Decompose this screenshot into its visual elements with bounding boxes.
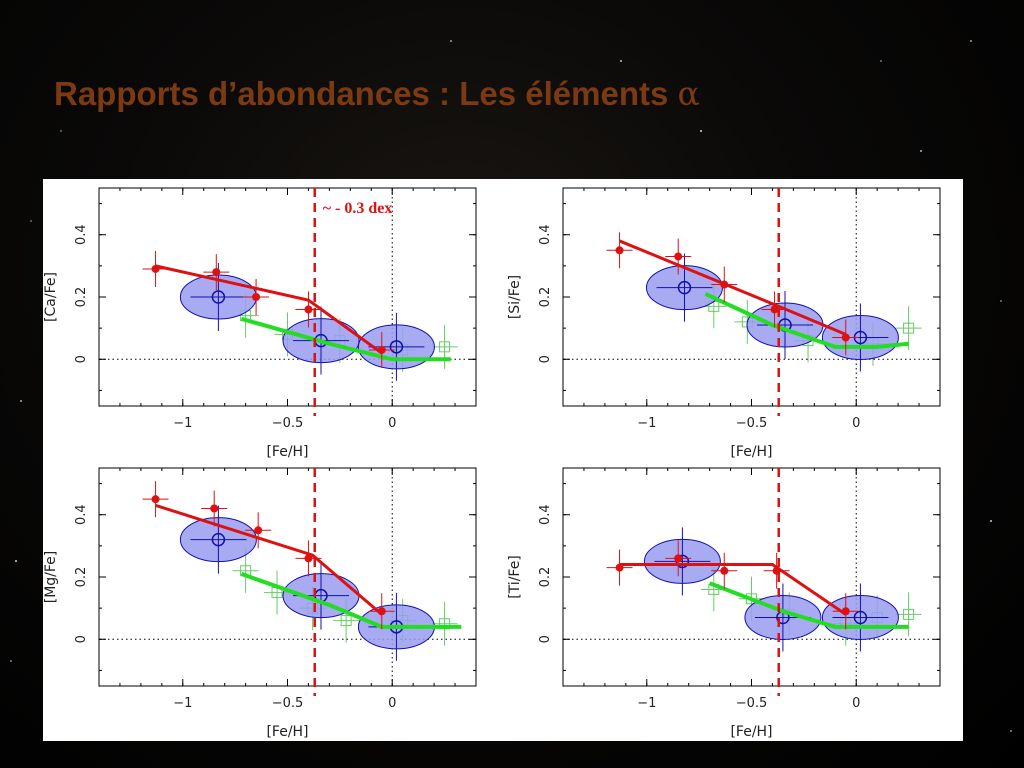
y-tick-label: 0: [538, 355, 553, 363]
slide-title: Rapports d’abondances : Les éléments α: [54, 74, 700, 113]
x-tick-label: −1: [637, 416, 656, 431]
x-axis-label: [Fe/H]: [730, 444, 772, 460]
red-trend-line: [619, 563, 847, 616]
y-tick-label: 0: [74, 355, 89, 363]
star: [990, 520, 992, 522]
red-point: [674, 252, 683, 261]
x-tick-label: 0: [852, 696, 860, 711]
star: [15, 560, 17, 562]
green-trend-line: [708, 581, 909, 629]
star: [10, 660, 12, 662]
y-tick-label: 0.2: [538, 567, 553, 588]
red-point: [674, 554, 683, 563]
plot-frame: [98, 187, 477, 407]
red-point: [841, 333, 850, 342]
star: [30, 220, 32, 222]
x-axis-label: [Fe/H]: [266, 444, 308, 460]
y-tick-label: 0.4: [74, 504, 89, 525]
star: [880, 60, 882, 62]
blue-circle-point: [211, 290, 226, 304]
red-point: [304, 554, 313, 563]
panel-1: −1 −0.5 0 0 0.2 0.4 [Fe/H] [Si/Fe]: [507, 187, 941, 460]
star: [1010, 730, 1012, 732]
y-tick-label: 0: [538, 635, 553, 643]
x-tick-label: 0: [852, 416, 860, 431]
star: [970, 40, 972, 42]
green-trend-line: [704, 292, 909, 349]
blue-circle-point: [853, 610, 868, 625]
red-point: [151, 495, 160, 504]
x-tick-label: −0.5: [272, 416, 304, 431]
x-tick-label: 0: [388, 416, 396, 431]
x-tick-label: −0.5: [736, 696, 768, 711]
panel-3: −1 −0.5 0 0 0.2 0.4 [Fe/H] [Ti/Fe]: [507, 467, 941, 740]
x-tick-label: −1: [637, 696, 656, 711]
y-axis-label: [Ca/Fe]: [43, 272, 59, 322]
slide-title-text: Rapports d’abondances : Les éléments: [54, 75, 669, 112]
x-axis-label: [Fe/H]: [730, 724, 772, 740]
y-tick-label: 0.2: [74, 287, 89, 308]
red-point: [254, 526, 263, 535]
star: [20, 400, 22, 402]
green-square-point: [903, 322, 915, 334]
red-trend-line: [155, 503, 383, 616]
star: [450, 40, 452, 42]
y-axis-label: [Si/Fe]: [507, 275, 523, 319]
plot-frame: [562, 187, 941, 407]
star: [1000, 300, 1002, 302]
red-point: [210, 504, 219, 513]
x-axis-label: [Fe/H]: [266, 724, 308, 740]
y-axis-label: [Ti/Fe]: [507, 555, 523, 599]
x-tick-label: −0.5: [736, 416, 768, 431]
blue-circle-point: [677, 280, 692, 295]
y-axis-label: [Mg/Fe]: [43, 551, 59, 604]
x-tick-label: −1: [173, 696, 192, 711]
red-point: [252, 293, 261, 301]
blue-circle-point: [389, 340, 404, 354]
abundance-figure: −1 −0.5 0 0 0.2 0.4 [Fe/H] [Ca/Fe] ~ - 0.3 dex −1…: [43, 179, 963, 741]
y-tick-label: 0.4: [538, 224, 553, 245]
x-tick-label: −0.5: [272, 696, 304, 711]
green-trend-line: [240, 316, 451, 362]
star: [60, 130, 62, 132]
red-trend-line: [155, 264, 383, 355]
abundance-plots-svg: −1 −0.5 000.20.4[Fe/H][Ca/Fe]~ - 0.3 dex−1…: [43, 187, 941, 740]
dex-annotation: ~ - 0.3 dex: [323, 200, 393, 217]
red-point: [770, 305, 779, 314]
panel-0: −1 −0.5 0 0 0.2 0.4 [Fe/H] [Ca/Fe] ~ - 0.3 dex: [43, 187, 477, 460]
star: [920, 150, 922, 152]
star: [700, 130, 702, 132]
y-tick-label: 0.2: [538, 287, 553, 308]
y-tick-label: 0.2: [74, 567, 89, 588]
y-tick-label: 0.4: [74, 224, 89, 245]
red-point: [212, 268, 221, 277]
x-tick-label: 0: [388, 696, 396, 711]
alpha-symbol: α: [677, 74, 700, 113]
green-square-point: [439, 341, 451, 353]
red-point: [720, 566, 729, 575]
x-tick-label: −1: [173, 416, 192, 431]
blue-circle-point: [211, 532, 226, 547]
green-square-point: [903, 608, 915, 620]
green-trend-line: [240, 572, 462, 629]
y-tick-label: 0.4: [538, 504, 553, 525]
red-point: [304, 305, 313, 314]
red-trend-line: [618, 239, 847, 336]
red-point: [615, 246, 624, 255]
green-square-point: [340, 615, 352, 627]
panel-2: −1 −0.5 0 0 0.2 0.4 [Fe/H] [Mg/Fe]: [43, 467, 477, 740]
star: [620, 60, 622, 62]
y-tick-label: 0: [74, 635, 89, 643]
